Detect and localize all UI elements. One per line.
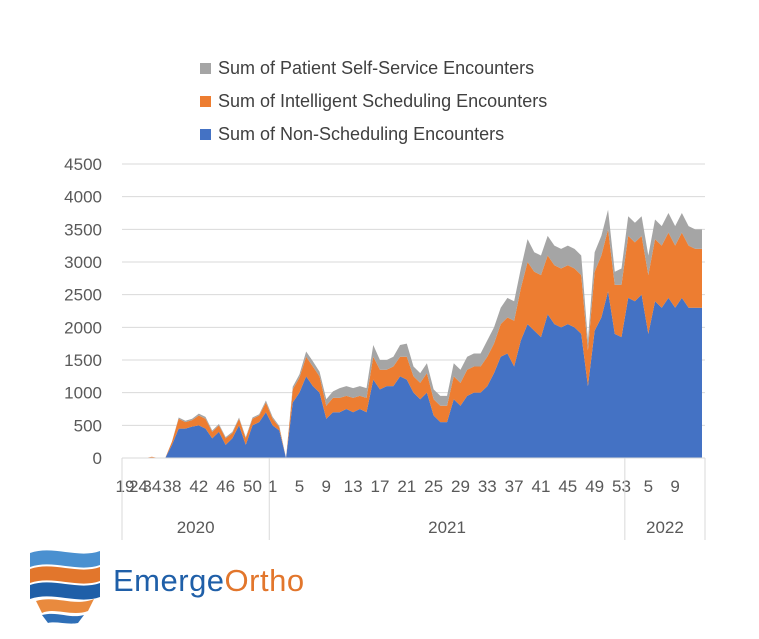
x-tick-label: 45 — [558, 477, 577, 496]
x-tick-label: 34 — [142, 477, 161, 496]
x-tick-label: 50 — [243, 477, 262, 496]
x-tick-label: 53 — [612, 477, 631, 496]
area-sum-of-patient-self-service-encounters — [125, 209, 702, 458]
legend-label-self-service: Sum of Patient Self-Service Encounters — [218, 58, 535, 78]
legend: Sum of Patient Self-Service Encounters S… — [200, 52, 547, 151]
emergeortho-logo: EmergeOrtho — [28, 545, 328, 625]
y-tick-label: 4500 — [64, 155, 102, 174]
x-tick-label: 9 — [322, 477, 331, 496]
x-tick-label: 25 — [424, 477, 443, 496]
year-label: 2022 — [646, 518, 684, 537]
series-areas — [125, 209, 702, 458]
x-tick-label: 42 — [189, 477, 208, 496]
y-tick-label: 2500 — [64, 286, 102, 305]
x-tick-label: 13 — [344, 477, 363, 496]
x-tick-label: 9 — [670, 477, 679, 496]
legend-item-intelligent-scheduling: Sum of Intelligent Scheduling Encounters — [200, 85, 547, 118]
y-tick-label: 4000 — [64, 188, 102, 207]
x-tick-label: 24 — [129, 477, 148, 496]
y-tick-label: 3500 — [64, 220, 102, 239]
x-tick-label: 21 — [397, 477, 416, 496]
x-tick-label: 17 — [370, 477, 389, 496]
y-tick-label: 1500 — [64, 351, 102, 370]
area-sum-of-non-scheduling-encounters — [125, 291, 702, 458]
legend-swatch-self-service — [200, 63, 211, 74]
legend-item-non-scheduling: Sum of Non-Scheduling Encounters — [200, 118, 547, 151]
x-tick-label: 46 — [216, 477, 235, 496]
x-tick-label: 49 — [585, 477, 604, 496]
legend-item-self-service: Sum of Patient Self-Service Encounters — [200, 52, 547, 85]
y-axis: 0 500 1000 1500 2000 2500 3000 3500 4000 4500 — [64, 155, 102, 468]
area-sum-of-intelligent-scheduling-encounters — [125, 229, 702, 458]
y-tick-label: 0 — [93, 449, 102, 468]
x-tick-label: 19 — [116, 477, 135, 496]
x-tick-label: 33 — [478, 477, 497, 496]
x-tick-label: 38 — [163, 477, 182, 496]
legend-label-intelligent-scheduling: Sum of Intelligent Scheduling Encounters — [218, 91, 548, 111]
y-tick-label: 1000 — [64, 384, 102, 403]
year-label: 2021 — [428, 518, 466, 537]
x-tick-label: 5 — [644, 477, 653, 496]
legend-label-non-scheduling: Sum of Non-Scheduling Encounters — [218, 124, 505, 144]
x-tick-label: 5 — [295, 477, 304, 496]
logo-ribbon-icon — [30, 550, 100, 624]
year-label: 2020 — [177, 518, 215, 537]
y-tick-label: 3000 — [64, 253, 102, 272]
legend-swatch-non-scheduling — [200, 129, 211, 140]
x-tick-label: 41 — [532, 477, 551, 496]
x-tick-label: 29 — [451, 477, 470, 496]
x-tick-label: 1 — [268, 477, 277, 496]
y-tick-label: 500 — [74, 416, 102, 435]
x-tick-label: 37 — [505, 477, 524, 496]
logo-wordmark: EmergeOrtho — [113, 563, 305, 598]
gridlines — [122, 163, 705, 426]
legend-swatch-intelligent-scheduling — [200, 96, 211, 107]
y-tick-label: 2000 — [64, 318, 102, 337]
